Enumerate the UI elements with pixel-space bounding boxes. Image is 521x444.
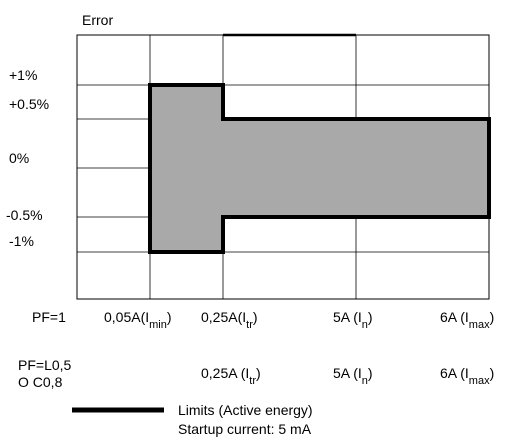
y-label-minus05: -0.5%: [6, 207, 43, 223]
y-label-minus1: -1%: [9, 233, 34, 249]
pf2-tick-imax: 6A (Imax): [440, 365, 494, 387]
pf2-tick-itr: 0,25A (Itr): [201, 365, 261, 387]
y-label-plus1: +1%: [9, 67, 37, 83]
pf-capacitive-label: O C0,8: [18, 374, 63, 390]
y-label-plus05: +0.5%: [9, 96, 49, 112]
pf1-tick-in: 5A (In): [333, 309, 373, 331]
legend-limits-label: Limits (Active energy): [178, 402, 313, 418]
pf1-label: PF=1: [32, 309, 66, 325]
pf2-tick-in: 5A (In): [333, 365, 373, 387]
y-axis-title: Error: [82, 12, 113, 28]
legend-startup-label: Startup current: 5 mA: [178, 421, 312, 437]
pf1-tick-imax: 6A (Imax): [440, 309, 494, 331]
y-label-zero: 0%: [9, 150, 29, 166]
pf1-tick-imin: 0,05A(Imin): [104, 309, 172, 331]
error-limit-region: [150, 85, 489, 252]
pf-inductive-label: PF=L0,5: [18, 357, 72, 373]
pf1-tick-itr: 0,25A(Itr): [201, 309, 258, 331]
